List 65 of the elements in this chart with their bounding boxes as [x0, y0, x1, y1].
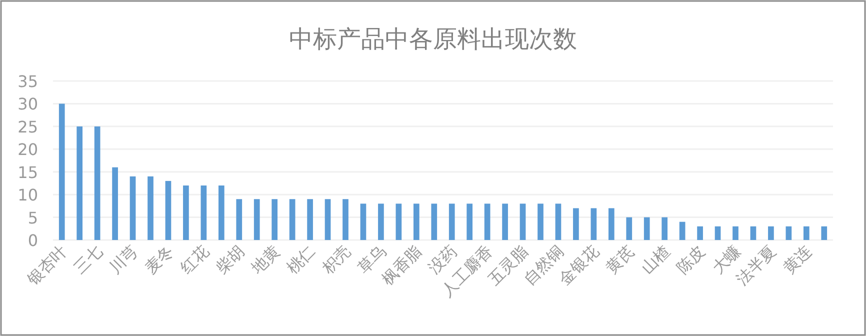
y-tick-label: 30: [18, 94, 38, 114]
bar: [218, 185, 224, 240]
x-tick-label: 陈皮: [672, 241, 709, 278]
x-tick-label: 麦冬: [140, 241, 178, 278]
bar: [768, 226, 774, 240]
x-tick-label: 山楂: [637, 241, 674, 278]
bar: [448, 204, 455, 240]
bar: [324, 199, 331, 240]
y-tick-label: 5: [28, 208, 38, 228]
bar: [573, 208, 579, 240]
x-tick-label: 黄连: [779, 241, 816, 278]
bar: [342, 199, 348, 240]
x-tick-label: 三七: [70, 241, 106, 278]
bar: [750, 226, 756, 240]
bar: [590, 208, 597, 240]
bar: [165, 180, 172, 240]
y-tick-label: 0: [28, 231, 38, 250]
x-tick-label: 桃仁: [282, 241, 319, 278]
bar: [484, 204, 490, 240]
bar: [378, 204, 384, 240]
bar: [396, 204, 402, 240]
bar: [112, 167, 118, 240]
bar: [76, 126, 83, 240]
bar: [466, 204, 473, 240]
bar: [148, 176, 154, 240]
y-tick-label: 10: [18, 186, 38, 205]
bar: [94, 126, 100, 240]
bar: [360, 204, 366, 240]
bar: [200, 185, 207, 240]
bar: [697, 226, 703, 240]
bar: [307, 199, 313, 240]
bar: [644, 217, 650, 240]
bar: [821, 226, 828, 240]
bar: [538, 204, 544, 240]
x-tick-label: 红花: [176, 241, 213, 278]
bar: [272, 199, 278, 240]
bar: [626, 217, 632, 240]
bar: [679, 222, 686, 240]
bar: [183, 185, 189, 240]
x-tick-label: 川芎: [106, 241, 142, 278]
bar: [254, 199, 260, 240]
bar: [413, 204, 420, 240]
y-tick-label: 35: [18, 72, 38, 91]
y-tick-label: 15: [18, 162, 38, 182]
bar: [502, 204, 508, 240]
bar: [732, 226, 738, 240]
x-tick-label: 地黄: [246, 241, 284, 278]
y-tick-label: 20: [18, 140, 38, 160]
x-tick-label: 枳壳: [318, 241, 354, 278]
bar: [130, 176, 136, 240]
bar: [803, 226, 810, 240]
bar: [786, 226, 792, 240]
bar: [289, 199, 296, 240]
x-tick-label: 柴胡: [212, 241, 248, 278]
bar: [520, 204, 526, 240]
bar: [58, 104, 65, 240]
bar: [608, 208, 614, 240]
x-tick-label: 黄芪: [602, 241, 638, 278]
bar: [431, 204, 438, 240]
chart-title: 中标产品中各原料出现次数: [289, 25, 577, 53]
bar: [714, 226, 721, 240]
bar: [236, 199, 242, 240]
bar: [555, 204, 562, 240]
y-tick-label: 25: [18, 117, 38, 136]
bar: [662, 217, 668, 240]
